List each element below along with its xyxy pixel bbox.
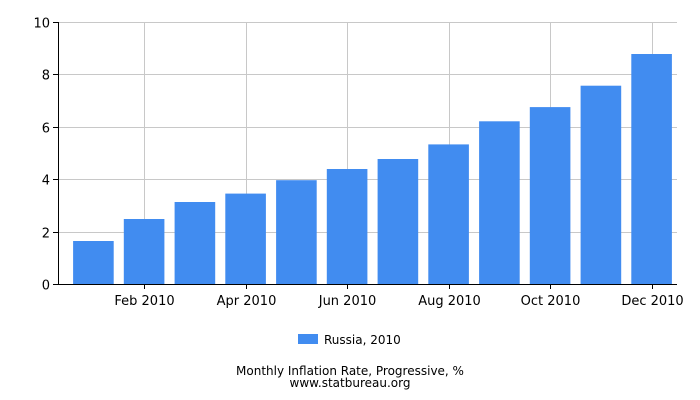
legend-label: Russia, 2010 bbox=[324, 333, 401, 347]
bar bbox=[377, 159, 419, 284]
bar bbox=[73, 241, 114, 284]
bar bbox=[225, 193, 266, 284]
x-tick-label: Aug 2010 bbox=[418, 294, 481, 309]
y-tick-label: 6 bbox=[42, 122, 50, 137]
x-tick-label: Feb 2010 bbox=[114, 294, 174, 309]
bars bbox=[73, 54, 672, 284]
y-tick-label: 10 bbox=[33, 17, 50, 32]
y-tick-label: 0 bbox=[42, 279, 50, 294]
bar bbox=[174, 202, 216, 284]
x-tick-label: Jun 2010 bbox=[318, 294, 377, 309]
bar bbox=[428, 144, 469, 284]
chart-subtitle: www.statbureau.org bbox=[289, 376, 411, 390]
x-tick-label: Oct 2010 bbox=[521, 294, 581, 309]
bar bbox=[326, 169, 368, 284]
x-tick-label: Dec 2010 bbox=[621, 294, 683, 309]
x-axis-ticks: Feb 2010 Apr 2010 Jun 2010 Aug 2010 Oct 2010… bbox=[114, 284, 684, 309]
legend-swatch bbox=[298, 334, 318, 344]
bar bbox=[479, 121, 520, 284]
y-tick-label: 4 bbox=[42, 174, 50, 189]
axes bbox=[58, 22, 677, 285]
y-tick-label: 2 bbox=[42, 227, 50, 242]
bar bbox=[580, 85, 622, 284]
bar bbox=[276, 180, 317, 284]
chart-title: Monthly Inflation Rate, Progressive, % bbox=[236, 364, 464, 378]
y-tick-label: 8 bbox=[42, 69, 50, 84]
bar bbox=[529, 107, 571, 284]
bar bbox=[123, 219, 165, 284]
legend: Russia, 2010 bbox=[298, 333, 401, 347]
y-axis-ticks: 0 2 4 6 8 10 bbox=[33, 17, 58, 294]
bar bbox=[631, 54, 672, 284]
x-tick-label: Apr 2010 bbox=[217, 294, 277, 309]
